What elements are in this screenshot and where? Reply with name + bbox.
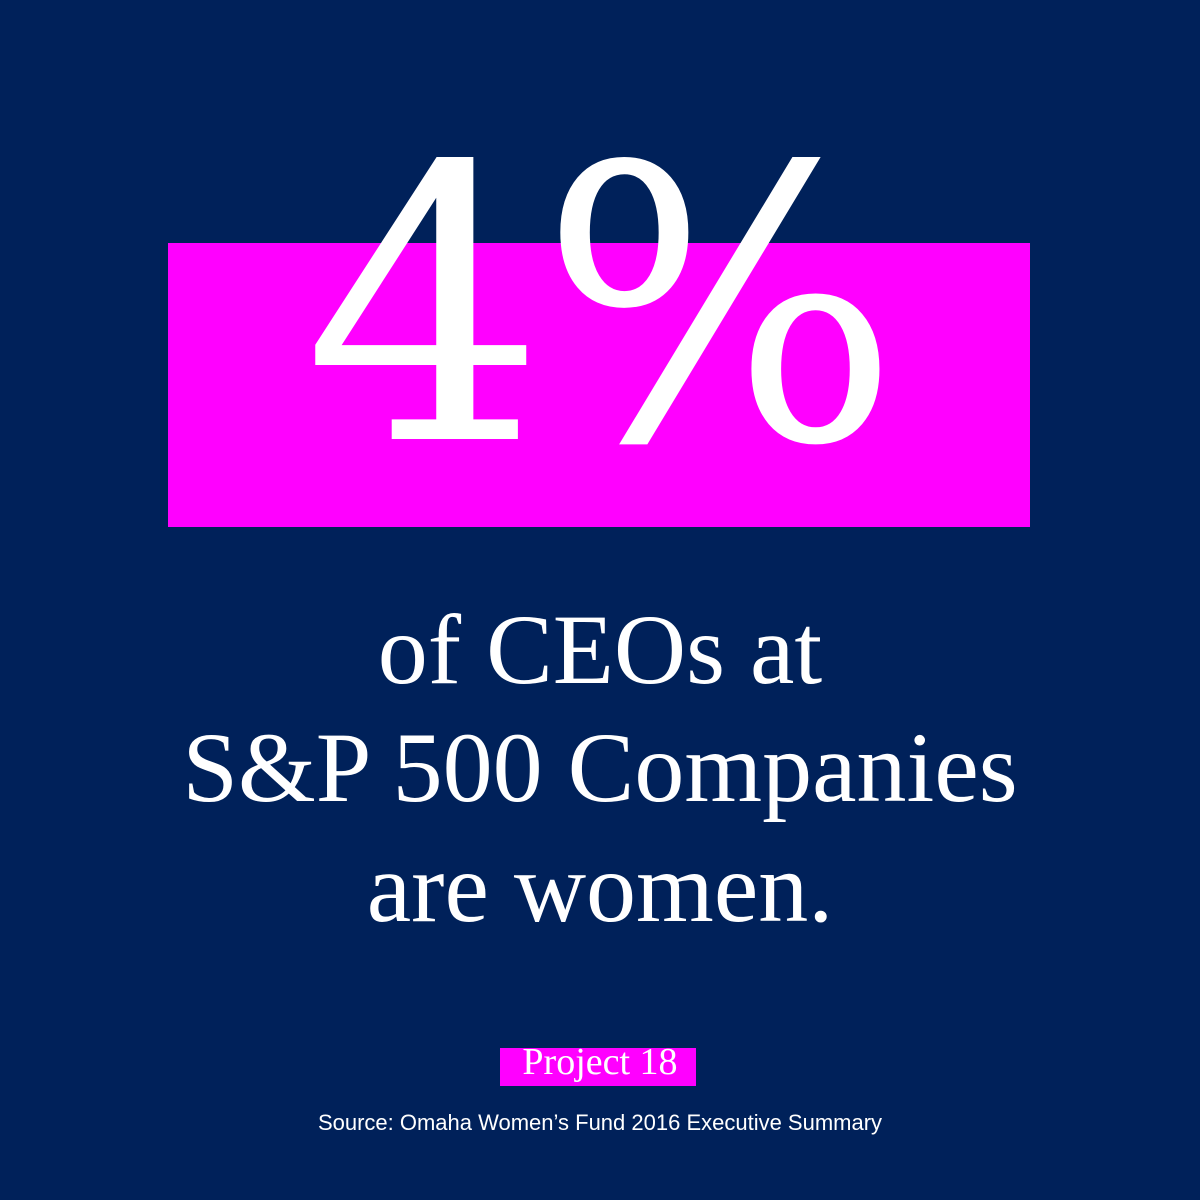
- brand-name: Project 18: [522, 1041, 678, 1083]
- statement-line-1: of CEOs at: [377, 594, 823, 705]
- statement-line-2: S&P 500 Companies: [182, 712, 1018, 823]
- statement-line-3: are women.: [366, 832, 834, 943]
- brand-tag-background: [500, 1048, 696, 1086]
- stat-value: 4%: [303, 86, 901, 529]
- source-citation: Source: Omaha Women’s Fund 2016 Executiv…: [317, 1110, 883, 1135]
- stat-highlight-band: [168, 243, 1030, 527]
